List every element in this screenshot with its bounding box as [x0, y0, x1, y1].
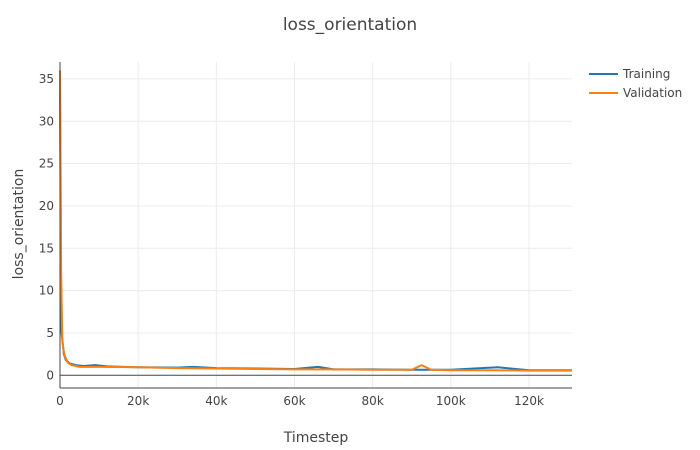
legend[interactable]: Training Validation — [589, 67, 682, 100]
y-tick-label: 10 — [39, 284, 54, 298]
x-tick-label: 0 — [56, 394, 64, 408]
legend-item-validation[interactable]: Validation — [589, 86, 682, 100]
legend-label: Validation — [623, 86, 682, 100]
chart-title: loss_orientation — [283, 15, 417, 35]
y-tick-label: 15 — [39, 241, 54, 255]
x-tick-label: 40k — [205, 394, 227, 408]
x-tick-label: 60k — [283, 394, 305, 408]
y-tick-label: 30 — [39, 114, 54, 128]
series-line-training[interactable] — [59, 78, 572, 372]
grid-layer — [60, 62, 572, 388]
x-axis-title: Timestep — [283, 430, 349, 446]
legend-label: Training — [622, 67, 670, 81]
axis-layer — [59, 62, 572, 389]
y-tick-label: 5 — [46, 326, 54, 340]
y-axis-title: loss_orientation — [11, 169, 27, 280]
legend-item-training[interactable]: Training — [589, 67, 670, 81]
x-tick-label: 80k — [362, 394, 384, 408]
y-tick-labels: 0 5 10 15 20 25 30 35 — [39, 72, 54, 382]
x-tick-label: 120k — [514, 394, 544, 408]
y-tick-label: 0 — [46, 368, 54, 382]
series-line-validation[interactable] — [59, 70, 572, 372]
series-layer — [59, 70, 572, 372]
y-tick-label: 20 — [39, 199, 54, 213]
y-tick-label: 35 — [39, 72, 54, 86]
y-tick-label: 25 — [39, 157, 54, 171]
x-tick-label: 20k — [127, 394, 149, 408]
x-tick-label: 100k — [436, 394, 466, 408]
x-tick-labels: 0 20k 40k 60k 80k 100k 120k — [56, 394, 544, 408]
